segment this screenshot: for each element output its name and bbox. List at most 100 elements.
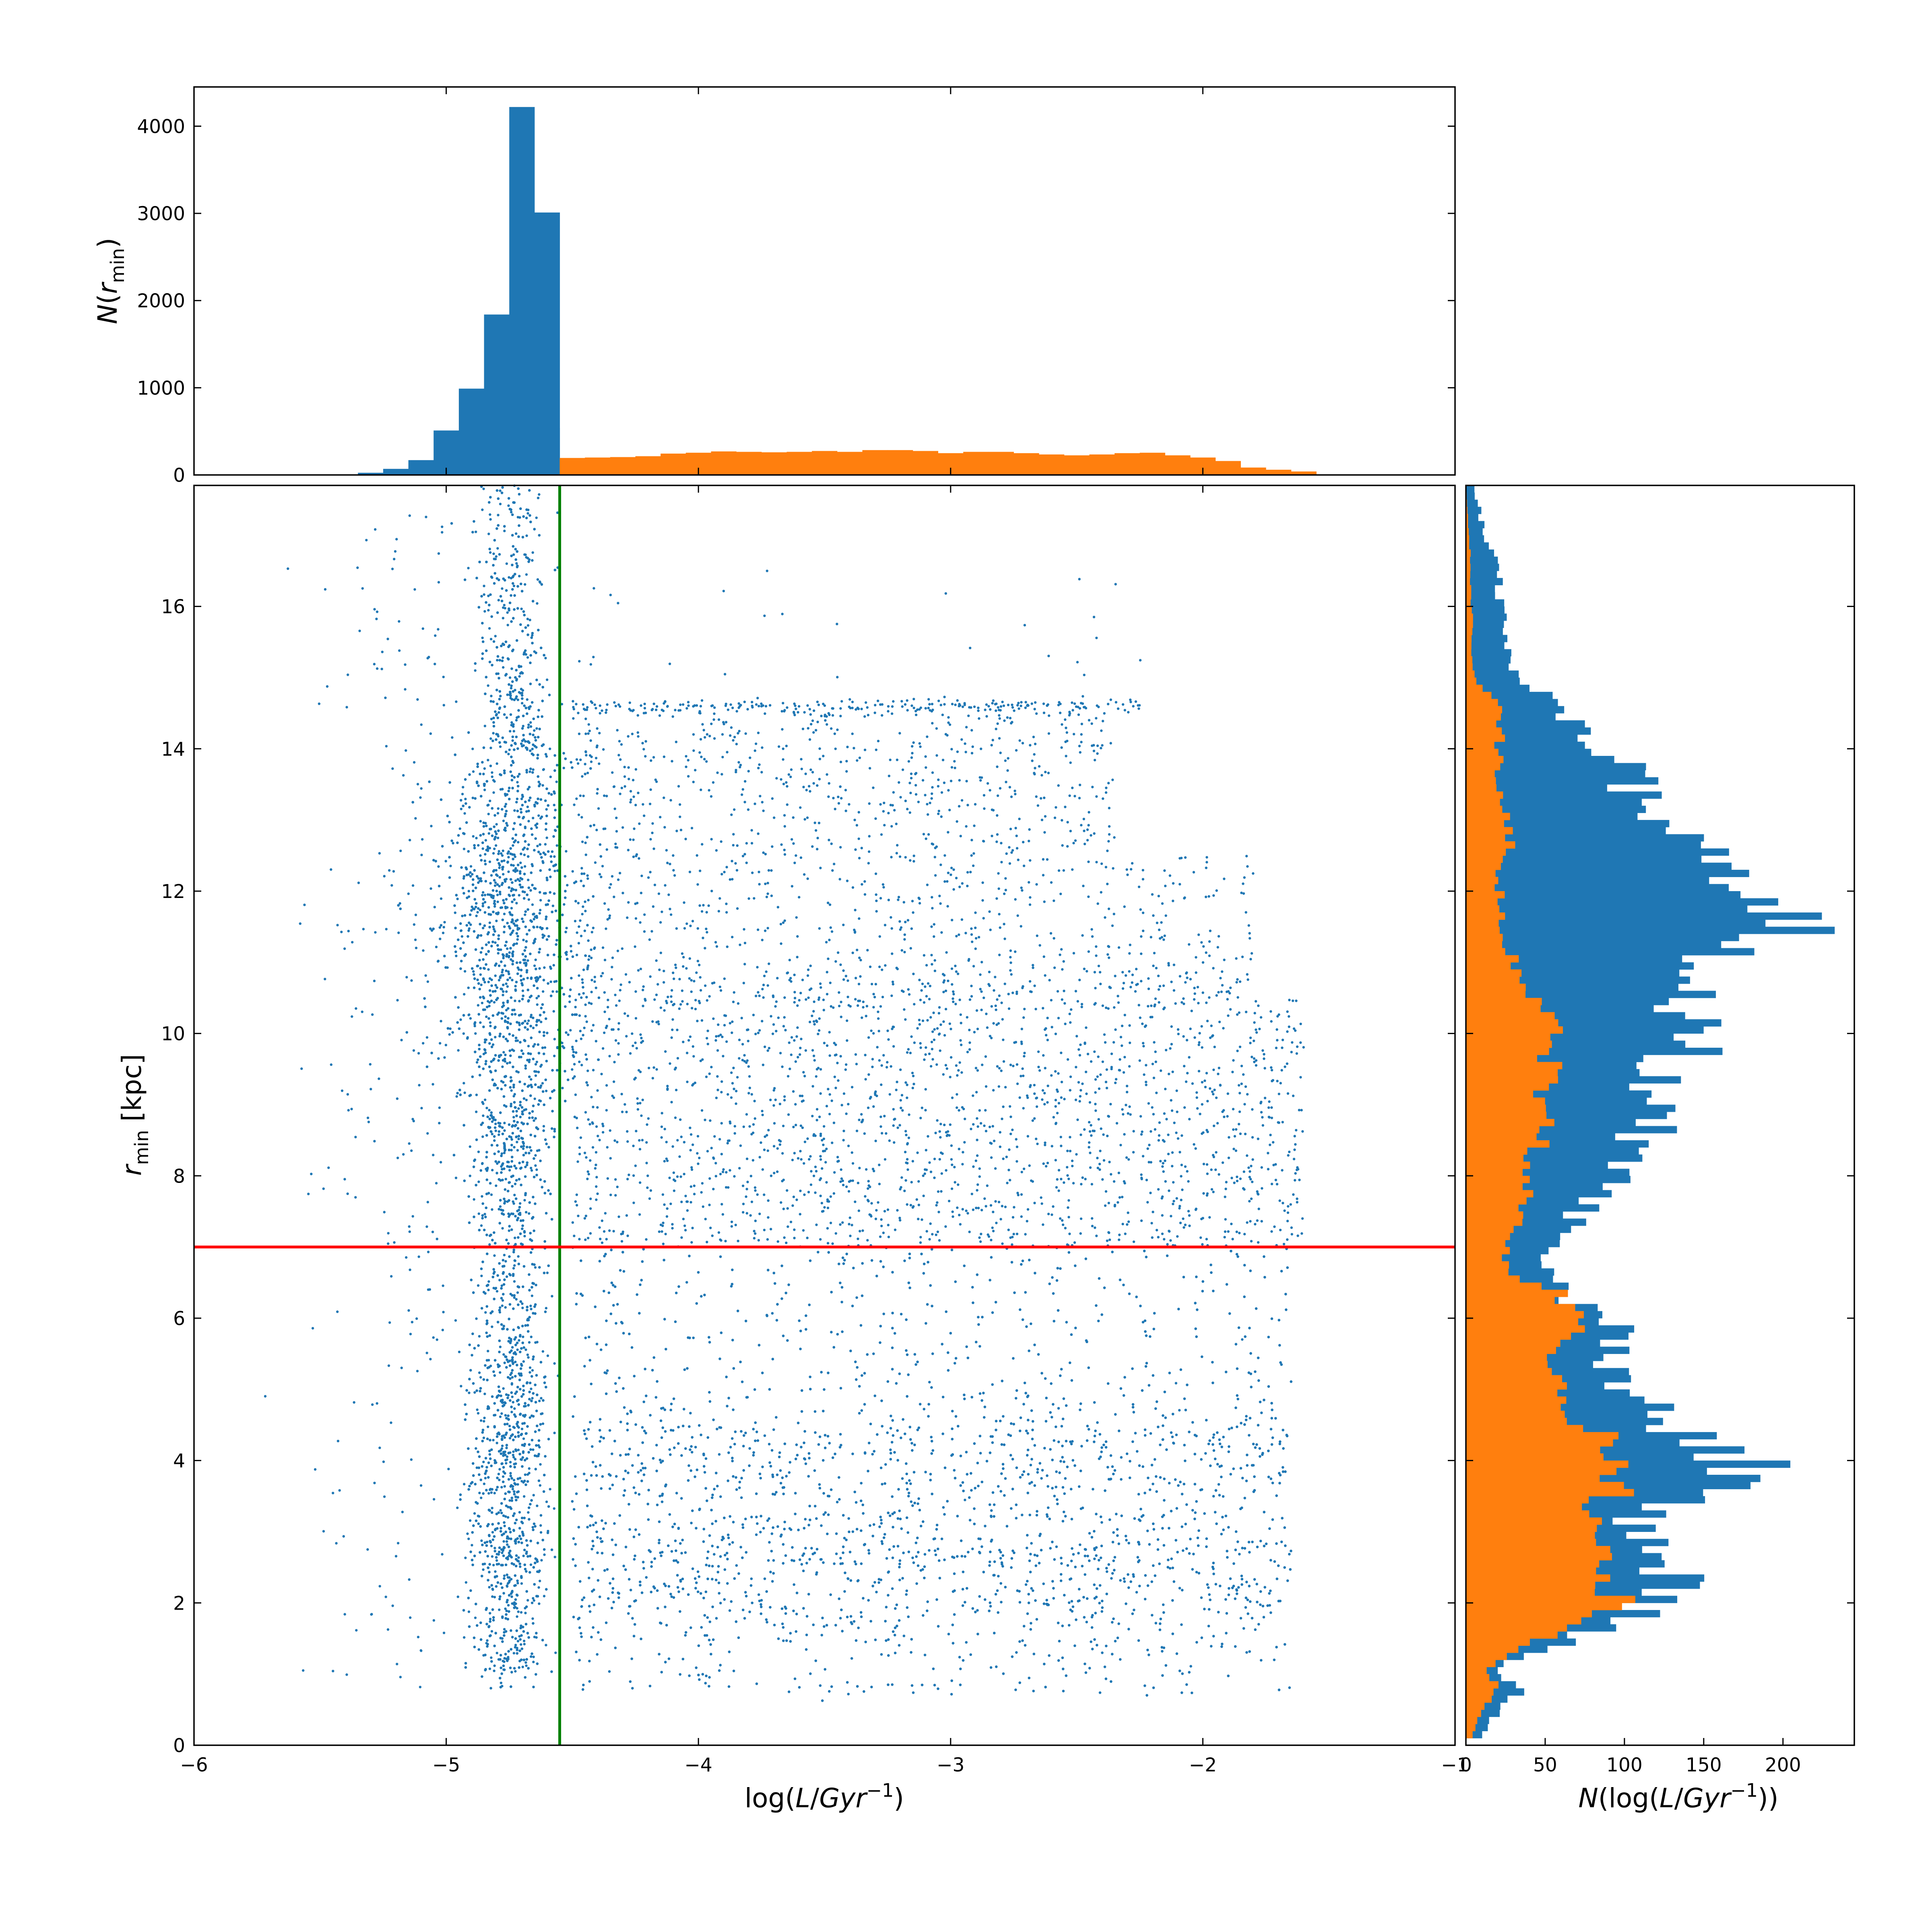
scatter-point: [501, 1299, 504, 1302]
scatter-point: [527, 723, 530, 726]
scatter-point: [526, 1164, 528, 1166]
scatter-point: [449, 865, 452, 867]
scatter-point: [473, 1198, 475, 1201]
scatter-point: [502, 1353, 505, 1356]
scatter-point: [526, 512, 529, 515]
scatter-point: [487, 968, 490, 971]
scatter-point: [515, 562, 518, 565]
scatter-point: [506, 1584, 508, 1587]
scatter-point: [503, 1129, 506, 1132]
scatter-point: [584, 853, 588, 856]
scatter-point: [500, 1152, 504, 1155]
scatter-point: [497, 711, 500, 714]
scatter-point: [524, 913, 526, 916]
scatter-point: [554, 1651, 557, 1654]
scatter-point: [500, 852, 503, 855]
scatter-point: [503, 859, 506, 862]
scatter-point: [530, 1335, 533, 1338]
scatter-point: [513, 1280, 516, 1283]
scatter-point: [502, 849, 505, 852]
scatter-point: [498, 1478, 501, 1481]
scatter-point: [510, 687, 513, 689]
top-histogram-bar: [1039, 454, 1065, 475]
scatter-point: [526, 656, 529, 659]
scatter-point: [527, 898, 530, 901]
scatter-point: [475, 1094, 478, 1096]
scatter-point: [491, 1043, 495, 1046]
top-histogram-bar: [1266, 470, 1292, 475]
scatter-point: [506, 1543, 509, 1546]
scatter-point: [546, 1354, 549, 1357]
scatter-point: [511, 1488, 514, 1490]
scatter-point: [501, 1227, 504, 1230]
scatter-point: [489, 747, 492, 749]
scatter-point: [487, 1288, 490, 1292]
scatter-point: [518, 894, 521, 897]
top-histogram-bar: [1215, 461, 1241, 475]
scatter-point: [521, 1307, 524, 1309]
scatter-point: [508, 1424, 511, 1427]
scatter-point: [530, 1078, 533, 1081]
scatter-point: [563, 903, 566, 906]
scatter-point: [521, 1302, 524, 1305]
scatter-point: [511, 739, 514, 742]
scatter-point: [518, 1339, 520, 1342]
scatter-point: [507, 1655, 510, 1659]
scatter-point: [517, 841, 520, 844]
scatter-point: [514, 689, 516, 691]
scatter-point: [535, 997, 538, 999]
scatter-point: [504, 803, 508, 806]
scatter-point: [545, 1644, 547, 1647]
scatter-point: [532, 1494, 535, 1496]
scatter-point: [512, 844, 514, 847]
scatter-point: [490, 1544, 493, 1548]
scatter-point: [514, 1236, 516, 1239]
scatter-point: [489, 1612, 491, 1615]
scatter-point: [492, 852, 495, 855]
scatter-point: [525, 1098, 528, 1102]
scatter-point: [516, 1582, 519, 1585]
scatter-point: [493, 905, 496, 908]
scatter-point: [512, 1456, 515, 1459]
scatter-point: [533, 1043, 536, 1046]
scatter-point: [502, 656, 504, 659]
scatter-point: [507, 1604, 510, 1607]
scatter-point: [513, 1193, 516, 1197]
scatter-point: [545, 836, 548, 839]
scatter-point: [538, 1446, 541, 1449]
scatter-point: [482, 1568, 485, 1571]
scatter-point: [459, 1018, 462, 1021]
scatter-point: [528, 1341, 531, 1344]
scatter-point: [479, 1021, 482, 1024]
scatter-point: [536, 844, 539, 848]
scatter-point: [531, 1369, 534, 1372]
scatter-point: [523, 1495, 526, 1498]
scatter-point: [545, 755, 548, 758]
scatter-point: [531, 1617, 534, 1620]
scatter-point: [513, 1264, 516, 1267]
scatter-point: [525, 1664, 528, 1667]
scatter-point: [526, 1599, 529, 1602]
scatter-point: [477, 1284, 480, 1287]
scatter-point: [510, 511, 513, 514]
scatter-point: [483, 724, 487, 727]
top-histogram-bar: [1291, 471, 1317, 475]
scatter-point: [500, 1447, 504, 1450]
scatter-point: [567, 1033, 570, 1036]
scatter-point: [449, 1027, 452, 1030]
scatter-point: [489, 551, 492, 554]
top-histogram-bar: [1115, 453, 1140, 475]
top-histogram-bar: [1165, 455, 1191, 475]
scatter-point: [516, 797, 519, 801]
scatter-point: [518, 516, 521, 519]
scatter-point: [497, 836, 500, 839]
scatter-point: [485, 1015, 488, 1018]
scatter-point: [571, 1046, 574, 1049]
scatter-point: [475, 1061, 479, 1064]
scatter-point: [537, 1453, 540, 1455]
scatter-point: [566, 884, 569, 887]
scatter-point: [477, 1004, 480, 1007]
scatter-point: [498, 1608, 501, 1611]
scatter-point: [493, 1670, 495, 1672]
scatter-point: [522, 724, 525, 728]
